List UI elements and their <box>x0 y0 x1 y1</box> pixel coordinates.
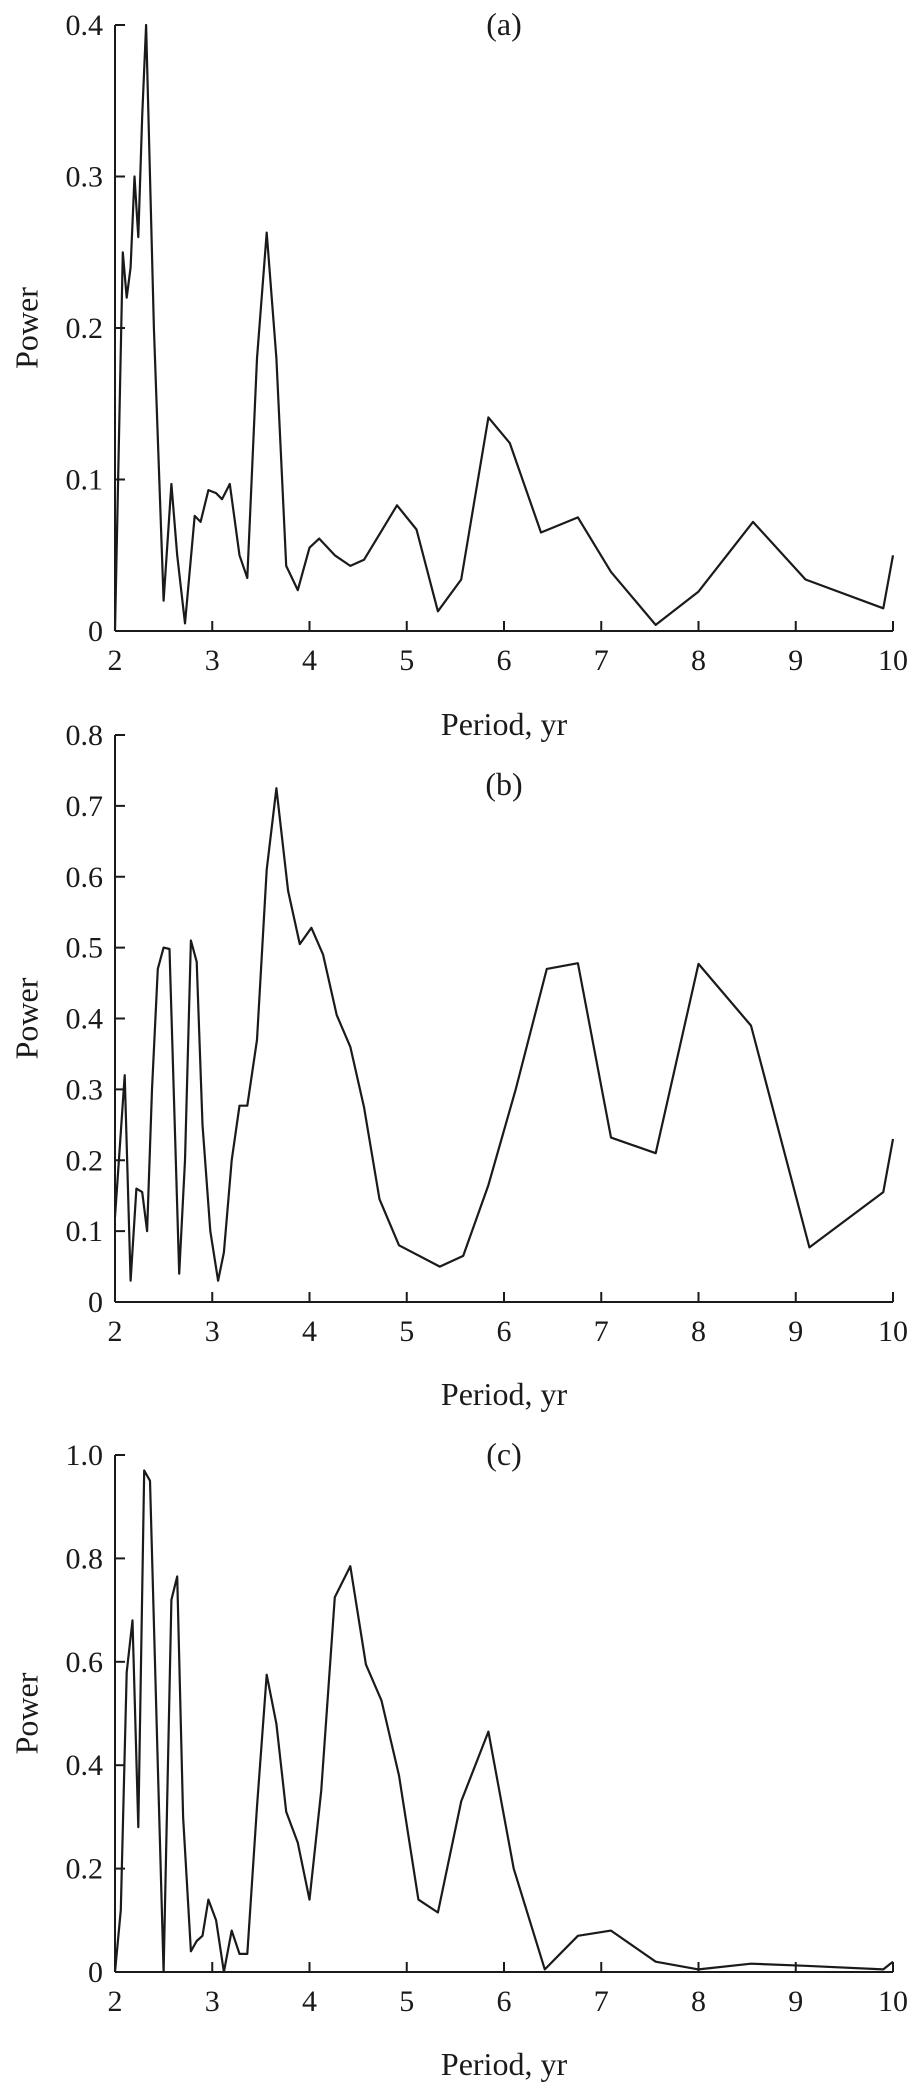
x-tick-label: 6 <box>497 1985 512 2018</box>
x-tick-label: 5 <box>399 1315 414 1348</box>
x-tick-label: 9 <box>788 644 803 677</box>
y-tick-label: 0.4 <box>66 9 104 42</box>
y-tick-label: 0.4 <box>66 1003 104 1036</box>
x-tick-label: 3 <box>205 1985 220 2018</box>
x-tick-label: 8 <box>691 1315 706 1348</box>
y-tick-label: 1.0 <box>66 1439 104 1472</box>
x-tick-label: 2 <box>108 1315 123 1348</box>
x-tick-label: 10 <box>878 1985 908 2018</box>
x-tick-label: 2 <box>108 644 123 677</box>
y-tick-label: 0.1 <box>66 464 104 497</box>
x-tick-label: 5 <box>399 644 414 677</box>
y-axis-label-b: Power <box>8 977 44 1059</box>
x-axis-label-a: Period, yr <box>441 706 568 742</box>
x-tick-label: 3 <box>205 644 220 677</box>
x-tick-label: 8 <box>691 1985 706 2018</box>
panel-title-b: (b) <box>485 766 522 802</box>
x-tick-label: 10 <box>878 644 908 677</box>
y-tick-label: 0 <box>88 1286 103 1319</box>
x-tick-label: 7 <box>594 644 609 677</box>
y-tick-label: 0 <box>88 615 103 648</box>
y-axis-label-c: Power <box>8 1672 44 1754</box>
y-tick-label: 0.6 <box>66 861 104 894</box>
y-tick-label: 0.8 <box>66 1542 104 1575</box>
x-tick-label: 8 <box>691 644 706 677</box>
x-axis-label-b: Period, yr <box>441 1376 568 1412</box>
power-series-line-b <box>113 787 895 1282</box>
x-tick-label: 9 <box>788 1315 803 1348</box>
y-tick-label: 0.1 <box>66 1215 104 1248</box>
panel-title-c: (c) <box>486 1436 522 1472</box>
x-tick-label: 9 <box>788 1985 803 2018</box>
panel-b: 0 0.1 0.2 0.3 0.4 0.5 0.6 0.7 0.8 2 3 4 5 6 7 8 9 10 (b) Pe… <box>8 719 908 1412</box>
y-tick-label: 0.2 <box>66 1853 104 1886</box>
power-series-line-c <box>113 1469 894 1974</box>
x-tick-label: 4 <box>302 644 317 677</box>
y-tick-label: 0.8 <box>66 719 104 752</box>
y-axis-label-a: Power <box>8 287 44 369</box>
x-tick-label: 7 <box>594 1985 609 2018</box>
x-tick-label: 7 <box>594 1315 609 1348</box>
x-tick-label: 4 <box>302 1315 317 1348</box>
y-tick-label: 0.7 <box>66 790 104 823</box>
y-tick-label: 0.2 <box>66 1144 104 1177</box>
x-tick-label: 6 <box>497 1315 512 1348</box>
y-tick-label: 0 <box>88 1956 103 1989</box>
x-tick-label: 10 <box>878 1315 908 1348</box>
panel-title-a: (a) <box>486 6 522 42</box>
power-series-line-a <box>113 23 895 632</box>
x-tick-label: 3 <box>205 1315 220 1348</box>
x-axis-label-c: Period, yr <box>441 2046 568 2082</box>
x-tick-label: 6 <box>497 644 512 677</box>
x-tick-label: 4 <box>302 1985 317 2018</box>
y-tick-label: 0.5 <box>66 932 104 965</box>
y-tick-label: 0.4 <box>66 1749 104 1782</box>
y-tick-label: 0.3 <box>66 1073 104 1106</box>
x-tick-label: 5 <box>399 1985 414 2018</box>
panel-c: 0 0.2 0.4 0.6 0.8 1.0 2 3 4 5 6 7 8 9 10 (c) Period, yr P… <box>8 1436 908 2082</box>
x-tick-label: 2 <box>108 1985 123 2018</box>
y-tick-label: 0.3 <box>66 161 104 194</box>
panel-a: 0 0.1 0.2 0.3 0.4 2 3 4 5 6 7 8 9 10 (a) Period, yr Powe… <box>8 6 908 742</box>
y-tick-label: 0.6 <box>66 1646 104 1679</box>
y-tick-label: 0.2 <box>66 312 104 345</box>
